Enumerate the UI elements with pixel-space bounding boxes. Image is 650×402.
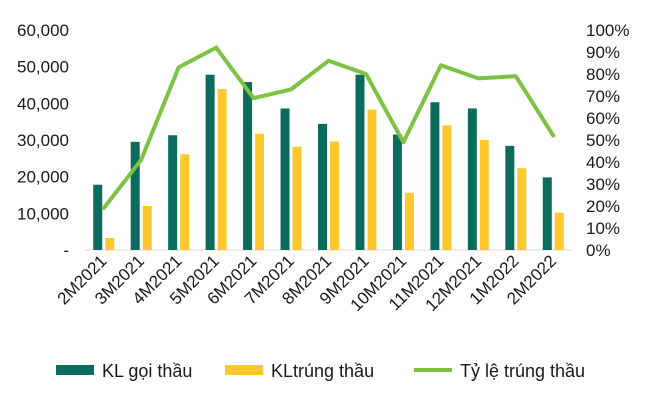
bar-kl-trung-thau bbox=[105, 237, 115, 250]
bar-kl-trung-thau bbox=[367, 109, 377, 250]
bar-kl-trung-thau bbox=[442, 125, 452, 250]
right-tick-label: 40% bbox=[586, 153, 620, 172]
bar-kl-goi-thau bbox=[467, 108, 477, 250]
right-tick-label: 60% bbox=[586, 109, 620, 128]
bar-kl-trung-thau bbox=[217, 89, 227, 251]
bar-kl-goi-thau bbox=[318, 123, 327, 250]
bar-kl-trung-thau bbox=[180, 154, 190, 250]
bar-kl-goi-thau bbox=[392, 134, 402, 250]
bar-kl-trung-thau bbox=[517, 168, 527, 250]
bar-kl-goi-thau bbox=[168, 135, 178, 250]
bar-kl-trung-thau bbox=[479, 140, 489, 250]
line-marks bbox=[101, 45, 556, 211]
bar-kl-goi-thau bbox=[355, 74, 365, 250]
bar-kl-trung-thau bbox=[330, 141, 339, 250]
left-tick-label: 30,000 bbox=[17, 131, 69, 150]
bar-kl-trung-thau bbox=[292, 146, 302, 250]
right-tick-label: 10% bbox=[586, 219, 620, 238]
x-axis-ticks: 2M20213M20214M20215M20216M20217M20218M20… bbox=[54, 251, 560, 315]
left-tick-label: 60,000 bbox=[17, 21, 69, 40]
bar-kl-goi-thau bbox=[430, 102, 440, 250]
left-axis-ticks: - 10,000 20,000 30,000 40,000 50,000 60,000 bbox=[17, 21, 69, 260]
left-tick-label: 50,000 bbox=[17, 58, 69, 77]
legend: KL gọi thầu KLtrúng thầu Tỷ lệ trúng thầu bbox=[56, 361, 585, 381]
bar-kl-goi-thau bbox=[280, 108, 290, 250]
right-tick-label: 30% bbox=[586, 175, 620, 194]
bar-kl-goi-thau bbox=[505, 145, 515, 250]
legend-label: KL gọi thầu bbox=[102, 361, 192, 381]
left-tick-label: 40,000 bbox=[17, 94, 69, 113]
bar-kl-goi-thau bbox=[243, 82, 253, 250]
right-tick-label: 20% bbox=[586, 197, 620, 216]
bar-kl-goi-thau bbox=[542, 177, 552, 250]
right-tick-label: 80% bbox=[586, 65, 620, 84]
right-tick-label: 90% bbox=[586, 43, 620, 62]
legend-label: Tỷ lệ trúng thầu bbox=[460, 361, 585, 381]
right-tick-label: 0% bbox=[586, 241, 611, 260]
right-axis-ticks: 0% 10% 20% 30% 40% 50% 60% 70% 80% 90% 100% bbox=[586, 21, 629, 260]
left-tick-label: 20,000 bbox=[17, 168, 69, 187]
right-tick-label: 50% bbox=[586, 131, 620, 150]
legend-swatch bbox=[225, 365, 263, 375]
bar-kl-trung-thau bbox=[404, 192, 414, 250]
bar-kl-goi-thau bbox=[205, 74, 215, 250]
bar-marks bbox=[93, 74, 564, 251]
legend-swatch bbox=[56, 365, 94, 375]
bar-kl-trung-thau bbox=[255, 133, 265, 250]
bar-kl-goi-thau bbox=[130, 141, 140, 250]
right-tick-label: 100% bbox=[586, 21, 629, 40]
left-tick-label: 10,000 bbox=[17, 204, 69, 223]
bar-kl-trung-thau bbox=[554, 212, 564, 250]
bar-kl-trung-thau bbox=[142, 206, 152, 250]
left-tick-label: - bbox=[63, 241, 69, 260]
legend-label: KLtrúng thầu bbox=[271, 361, 374, 381]
right-tick-label: 70% bbox=[586, 87, 620, 106]
bar-kl-goi-thau bbox=[93, 184, 103, 250]
